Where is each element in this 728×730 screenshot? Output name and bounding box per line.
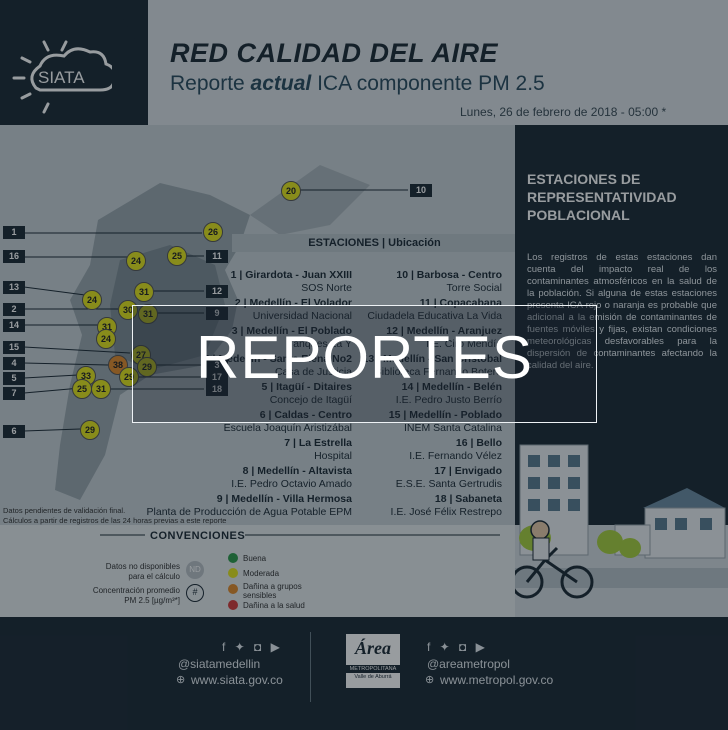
- legend-salud: Dañina a la salud: [243, 601, 305, 610]
- station-16: 16 | Bello I.E. Fernando Vélez: [409, 437, 502, 462]
- legend-dot-sensibles: [228, 584, 238, 594]
- social-handle-right[interactable]: @areametropol: [427, 657, 510, 671]
- right-panel-title: ESTACIONES DE REPRESENTATIVIDAD POBLACIO…: [527, 171, 677, 223]
- station-tag-15: 15: [3, 341, 25, 354]
- area-metropolitana-logo: Área METROPOLITANA Valle de Aburrá: [346, 634, 400, 688]
- station-dot-26[interactable]: 26: [203, 222, 223, 242]
- station-tag-2: 2: [3, 303, 25, 316]
- station-dot-25b[interactable]: 25: [72, 379, 92, 399]
- station-8: 8 | Medellín - Altavista I.E. Pedro Octav…: [231, 465, 352, 490]
- station-dot-24b[interactable]: 24: [82, 290, 102, 310]
- station-tag-10: 10: [410, 184, 432, 197]
- conventions-title: CONVENCIONES: [150, 530, 246, 542]
- page-subtitle: Reporte actual ICA componente PM 2.5: [170, 72, 545, 95]
- conventions-divider: [100, 534, 500, 536]
- station-14: 14 | Medellín - Belén I.E. Pedro Justo Be…: [395, 381, 502, 406]
- station-9: 9 | Medellín - Villa Hermosa Planta de Pr…: [146, 493, 352, 518]
- right-panel-text: Los registros de estas estaciones dan cu…: [527, 252, 717, 371]
- logo-word: Área: [355, 638, 391, 658]
- station-10: 10 | Barbosa - Centro Torre Social: [396, 269, 502, 294]
- station-tag-3: 3: [206, 359, 228, 372]
- station-dot-31d[interactable]: 31: [91, 379, 111, 399]
- legend-moderada: Moderada: [243, 569, 280, 578]
- station-2: 2 | Medellín - El Volador Universidad Nac…: [234, 297, 352, 322]
- logo-text: SIATA: [38, 68, 85, 87]
- logo-sub1: METROPOLITANA: [346, 665, 400, 673]
- legend-dot-moderada: [228, 568, 238, 578]
- social-icons-right[interactable]: f ✦ ◘ ▶: [427, 640, 488, 654]
- legend-sensibles: Dañina a grupos sensibles: [243, 582, 302, 600]
- page-title: RED CALIDAD DEL AIRE: [170, 38, 499, 68]
- stations-header: ESTACIONES | Ubicación: [232, 234, 517, 252]
- station-tag-18: 18: [206, 383, 228, 396]
- station-dot-29[interactable]: 29: [137, 357, 157, 377]
- station-dot-24c[interactable]: 24: [96, 329, 116, 349]
- station-tag-12: 12: [206, 285, 228, 298]
- station-tag-5: 5: [3, 372, 25, 385]
- reportes-banner-text: REPORTES: [196, 324, 533, 391]
- station-dot-20[interactable]: 20: [281, 181, 301, 201]
- station-tag-13: 13: [3, 281, 25, 294]
- station-tag-6: 6: [3, 425, 25, 438]
- station-4: 4 | Medellín - Santa Elena No2 Casa de Ju…: [203, 353, 352, 378]
- station-tag-17: 17: [206, 371, 228, 384]
- station-dot-29b[interactable]: 29: [119, 367, 139, 387]
- station-tag-16: 16: [3, 250, 25, 263]
- legend-dot-salud: [228, 600, 238, 610]
- station-tag-11: 11: [206, 250, 228, 263]
- leader-lines: [23, 189, 408, 432]
- station-dot-24[interactable]: 24: [126, 251, 146, 271]
- station-11: 11 | Copacabana Ciudadela Educativa La Vi…: [367, 297, 502, 322]
- conventions-panel: [0, 525, 515, 617]
- validation-notes: Datos pendientes de validación final. Cál…: [3, 506, 227, 525]
- logo-sub2: Valle de Aburrá: [354, 674, 392, 680]
- station-dot-29c[interactable]: 29: [80, 420, 100, 440]
- avg-badge: #: [186, 584, 204, 602]
- social-handle-left[interactable]: @siatamedellin: [178, 657, 261, 671]
- avg-label: Concentración promedio PM 2.5 [µg/m³*]: [92, 586, 180, 605]
- nd-badge: ND: [186, 561, 204, 579]
- station-5: 5 | Itagüí - Ditaires Concejo de Itagüí: [261, 381, 352, 406]
- region-map: [55, 165, 370, 500]
- station-tag-14: 14: [3, 319, 25, 332]
- station-18: 18 | Sabaneta I.E. José Félix Restrepo: [390, 493, 502, 518]
- legend-dot-buena: [228, 553, 238, 563]
- station-17: 17 | Envigado E.S.E. Santa Gertrudis: [395, 465, 502, 490]
- station-3: 3 | Medellín - El Poblado Tanques La Y: [231, 325, 352, 350]
- web-right[interactable]: www.metropol.gov.co: [440, 673, 554, 687]
- social-icons-left[interactable]: f ✦ ◘ ▶: [222, 640, 283, 654]
- footer-divider: [310, 632, 311, 702]
- nd-label: Datos no disponibles para el cálculo: [105, 562, 180, 581]
- station-12: 12 | Medellín - Aranjuez I.E. Ciro Mendía: [386, 325, 502, 350]
- reportes-banner[interactable]: [132, 305, 597, 423]
- station-tag-9: 9: [206, 307, 228, 320]
- station-dot-31[interactable]: 31: [134, 282, 154, 302]
- legend-buena: Buena: [243, 554, 267, 563]
- station-7: 7 | La Estrella Hospital: [284, 437, 352, 462]
- web-left[interactable]: www.siata.gov.co: [191, 673, 283, 687]
- station-dot-25[interactable]: 25: [167, 246, 187, 266]
- globe-icon-right: ⊕: [425, 674, 435, 686]
- station-tag-1: 1: [3, 226, 25, 239]
- station-15: 15 | Medellín - Poblado INEM Santa Catali…: [388, 409, 502, 434]
- station-dot-31b[interactable]: 31: [138, 304, 158, 324]
- station-1: 1 | Girardota - Juan XXIII SOS Norte: [230, 269, 352, 294]
- station-6: 6 | Caldas - Centro Escuela Joaquín Arist…: [223, 409, 352, 434]
- station-tag-7: 7: [3, 387, 25, 400]
- station-13: 13 | Medellín - San Cristóbal Biblioteca …: [362, 353, 502, 378]
- station-tag-4: 4: [3, 357, 25, 370]
- report-date: Lunes, 26 de febrero de 2018 - 05:00 *: [460, 105, 667, 119]
- globe-icon: ⊕: [176, 674, 186, 686]
- logo-arrow: [112, 0, 148, 125]
